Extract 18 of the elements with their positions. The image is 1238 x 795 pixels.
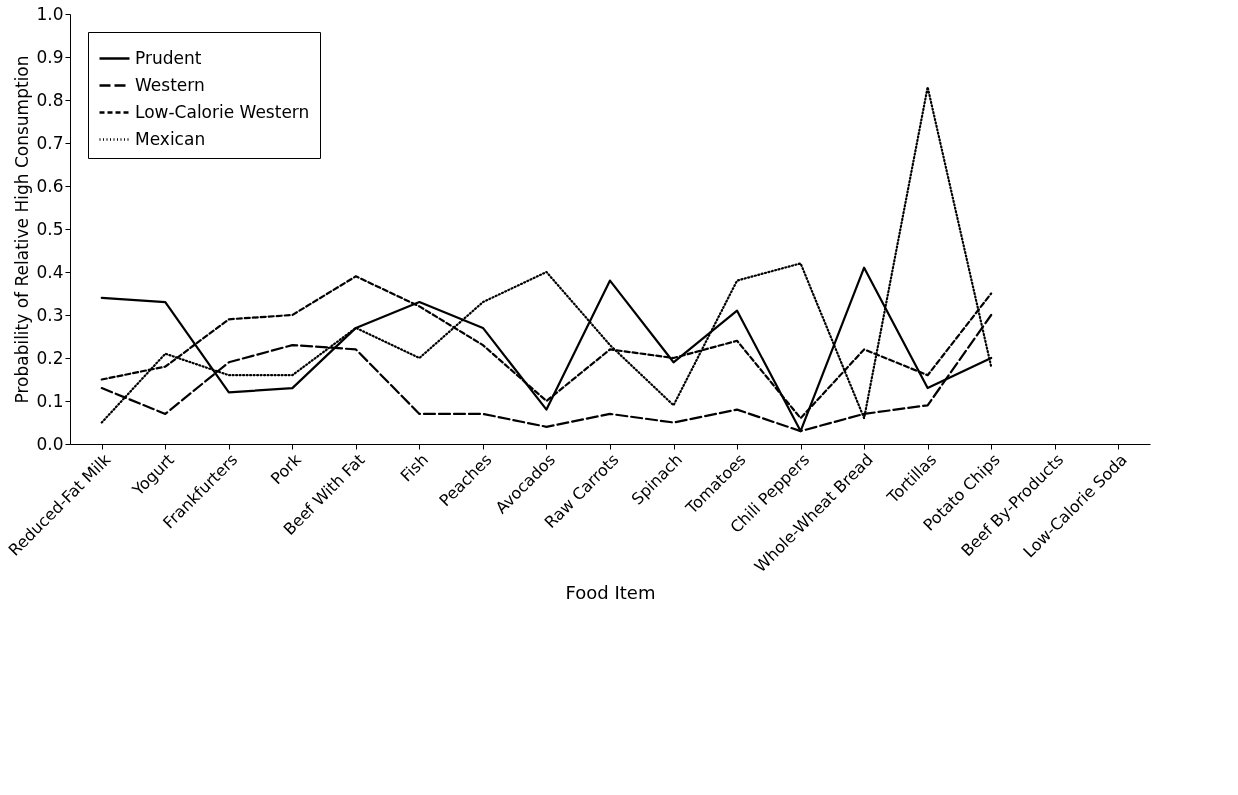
y-tick-label: 0.7 bbox=[36, 132, 64, 153]
y-axis-title: Probability of Relative High Consumption bbox=[12, 55, 33, 404]
y-tick-label: 1.0 bbox=[36, 3, 64, 24]
legend-label: Mexican bbox=[135, 128, 206, 149]
y-tick-label: 0.9 bbox=[36, 46, 64, 67]
y-tick-label: 0.1 bbox=[36, 390, 64, 411]
y-tick-label: 0.5 bbox=[36, 218, 64, 239]
y-tick-label: 0.8 bbox=[36, 89, 64, 110]
y-tick-label: 0.6 bbox=[36, 175, 64, 196]
y-tick-label: 0.2 bbox=[36, 347, 64, 368]
x-tick-label: Fish bbox=[396, 450, 432, 486]
legend-label: Low-Calorie Western bbox=[135, 101, 310, 122]
y-tick-label: 0.0 bbox=[36, 433, 64, 454]
y-tick-label: 0.3 bbox=[36, 304, 64, 325]
legend-label: Prudent bbox=[135, 47, 202, 68]
y-tick-label: 0.4 bbox=[36, 261, 64, 282]
x-axis-title: Food Item bbox=[565, 582, 656, 604]
legend-label: Western bbox=[135, 74, 205, 95]
